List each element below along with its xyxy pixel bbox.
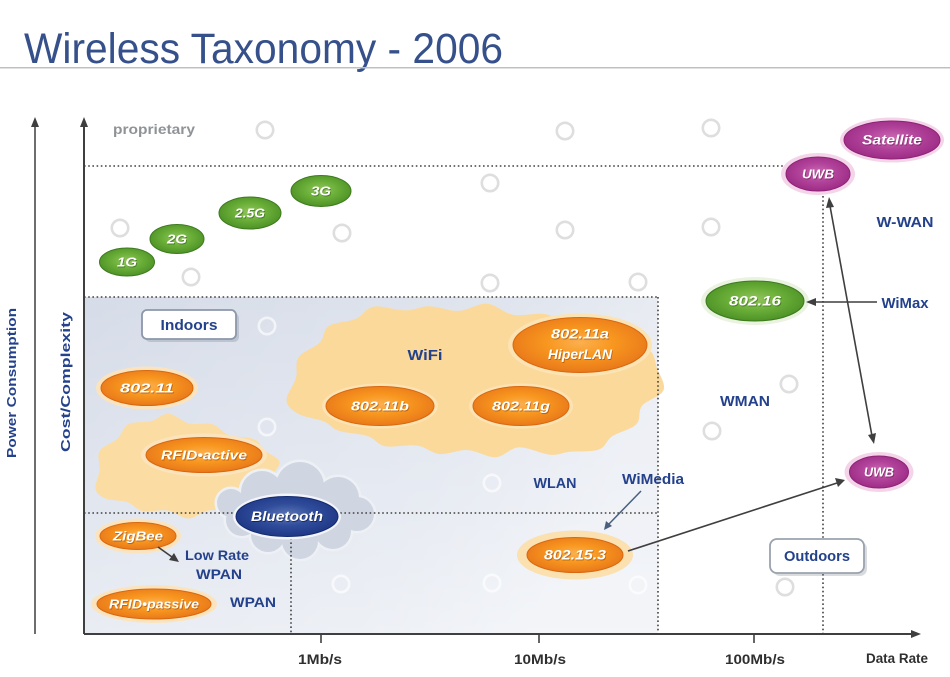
svg-text:ZigBee: ZigBee — [113, 530, 164, 544]
svg-text:100Mb/s: 100Mb/s — [725, 652, 785, 667]
svg-text:802.15.3: 802.15.3 — [544, 548, 607, 563]
svg-text:802.16: 802.16 — [730, 294, 783, 309]
svg-text:1G: 1G — [118, 255, 138, 270]
svg-text:802.11a: 802.11a — [552, 327, 611, 342]
svg-text:WMAN: WMAN — [720, 394, 770, 410]
svg-text:802.11: 802.11 — [121, 381, 175, 396]
svg-text:802.11g: 802.11g — [492, 399, 550, 414]
svg-text:W-WAN: W-WAN — [877, 215, 934, 231]
svg-text:RFID•passive: RFID•passive — [110, 598, 200, 612]
svg-text:UWB: UWB — [865, 466, 895, 480]
svg-text:802.11: 802.11 — [120, 381, 174, 396]
svg-text:3G: 3G — [311, 184, 331, 199]
svg-text:1G: 1G — [117, 255, 137, 270]
svg-text:802.11b: 802.11b — [351, 399, 409, 414]
svg-text:Outdoors: Outdoors — [784, 549, 850, 565]
svg-text:10Mb/s: 10Mb/s — [514, 652, 566, 667]
svg-text:Satellite: Satellite — [862, 133, 923, 148]
svg-text:1Mb/s: 1Mb/s — [298, 652, 342, 667]
svg-text:802.11a: 802.11a — [551, 327, 610, 342]
svg-text:HiperLAN: HiperLAN — [549, 348, 613, 363]
svg-text:RFID•active: RFID•active — [162, 448, 248, 463]
svg-text:Bluetooth: Bluetooth — [252, 509, 324, 525]
svg-text:2.5G: 2.5G — [234, 206, 265, 221]
svg-text:UWB: UWB — [802, 168, 834, 182]
svg-text:802.11g: 802.11g — [493, 399, 551, 414]
svg-text:UWB: UWB — [864, 466, 894, 480]
svg-text:RFID•active: RFID•active — [161, 448, 247, 463]
svg-text:ZigBee: ZigBee — [112, 530, 163, 544]
svg-text:RFID•passive: RFID•passive — [109, 598, 199, 612]
svg-text:Satellite: Satellite — [863, 133, 924, 148]
svg-text:3G: 3G — [312, 184, 332, 199]
svg-text:WiMedia: WiMedia — [622, 472, 685, 488]
svg-text:HiperLAN: HiperLAN — [548, 347, 612, 362]
svg-text:Wireless Taxonomy - 2006: Wireless Taxonomy - 2006 — [24, 25, 503, 73]
svg-text:Data Rate: Data Rate — [866, 651, 928, 666]
svg-text:Low Rate: Low Rate — [185, 547, 249, 563]
svg-text:Cost/Complexity: Cost/Complexity — [59, 312, 73, 452]
svg-text:2G: 2G — [167, 232, 188, 247]
svg-text:802.15.3: 802.15.3 — [545, 548, 608, 563]
svg-text:Power Consumption: Power Consumption — [5, 308, 19, 458]
svg-text:UWB: UWB — [803, 168, 835, 182]
svg-text:WiMax: WiMax — [882, 296, 929, 312]
svg-text:WiFi: WiFi — [408, 347, 443, 364]
svg-text:WPAN: WPAN — [230, 594, 276, 610]
svg-text:WLAN: WLAN — [534, 476, 577, 492]
svg-text:2G: 2G — [166, 232, 187, 247]
svg-text:802.11b: 802.11b — [352, 399, 410, 414]
svg-text:802.16: 802.16 — [729, 294, 782, 309]
svg-text:proprietary: proprietary — [113, 122, 196, 137]
svg-text:Bluetooth: Bluetooth — [251, 508, 323, 524]
svg-text:Indoors: Indoors — [161, 318, 218, 334]
svg-text:WPAN: WPAN — [196, 566, 242, 582]
svg-text:2.5G: 2.5G — [235, 206, 266, 221]
